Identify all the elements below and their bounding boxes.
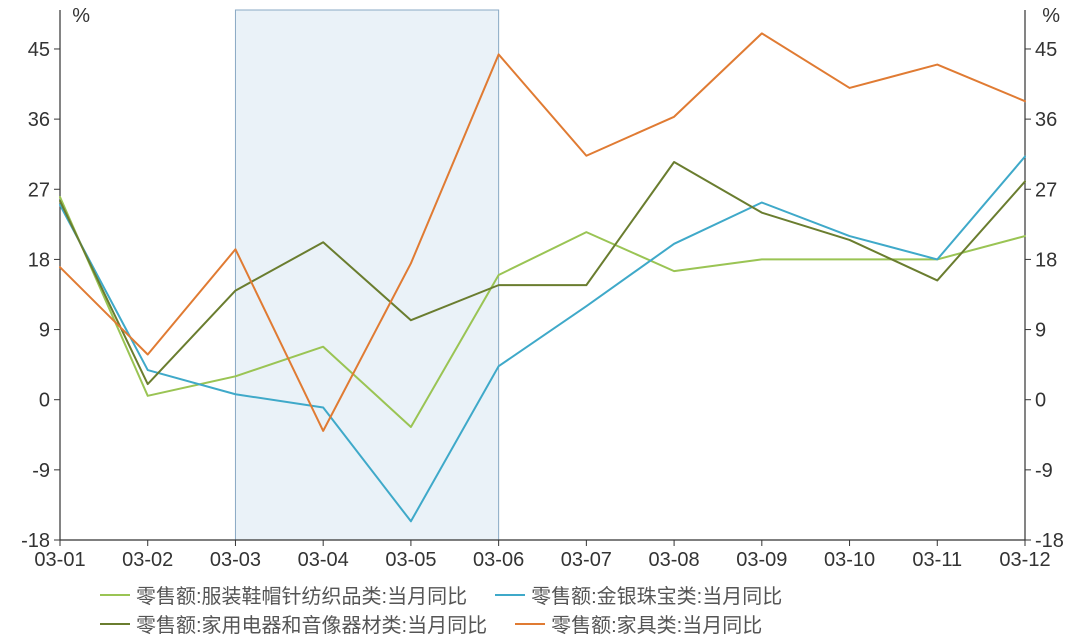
line-chart: -18-18-9-900991818272736364545%%03-0103-… bbox=[0, 0, 1080, 643]
y-tick-label-right: 45 bbox=[1035, 39, 1057, 61]
legend-label: 零售额:服装鞋帽针纺织品类:当月同比 bbox=[136, 580, 467, 609]
y-tick-label: 18 bbox=[28, 249, 50, 271]
x-tick-label: 03-06 bbox=[473, 549, 524, 571]
y-tick-label: 9 bbox=[39, 320, 50, 342]
x-tick-label: 03-01 bbox=[34, 549, 85, 571]
legend-label: 零售额:金银珠宝类:当月同比 bbox=[531, 580, 782, 609]
y-tick-label: 45 bbox=[28, 39, 50, 61]
y-tick-label-right: 18 bbox=[1035, 249, 1057, 271]
legend-item-apparel: 零售额:服装鞋帽针纺织品类:当月同比 bbox=[100, 580, 467, 609]
x-tick-label: 03-02 bbox=[122, 549, 173, 571]
x-tick-label: 03-07 bbox=[561, 549, 612, 571]
x-tick-label: 03-04 bbox=[298, 549, 349, 571]
legend-swatch bbox=[515, 623, 545, 625]
highlight-band bbox=[235, 10, 498, 540]
y-tick-label: 27 bbox=[28, 179, 50, 201]
legend-item-furniture: 零售额:家具类:当月同比 bbox=[515, 609, 762, 638]
legend-swatch bbox=[495, 594, 525, 596]
y-tick-label: -9 bbox=[32, 460, 50, 482]
x-tick-label: 03-12 bbox=[999, 549, 1050, 571]
chart-container: -18-18-9-900991818272736364545%%03-0103-… bbox=[0, 0, 1080, 643]
x-tick-label: 03-03 bbox=[210, 549, 261, 571]
legend-item-jewelry: 零售额:金银珠宝类:当月同比 bbox=[495, 580, 782, 609]
y-tick-label-right: 0 bbox=[1035, 390, 1046, 412]
legend-label: 零售额:家用电器和音像器材类:当月同比 bbox=[136, 609, 487, 638]
x-tick-label: 03-09 bbox=[736, 549, 787, 571]
legend-label: 零售额:家具类:当月同比 bbox=[551, 609, 762, 638]
legend-item-appliances: 零售额:家用电器和音像器材类:当月同比 bbox=[100, 609, 487, 638]
y-tick-label-right: 36 bbox=[1035, 109, 1057, 131]
legend-swatch bbox=[100, 623, 130, 625]
y-tick-label: 36 bbox=[28, 109, 50, 131]
y-tick-label-right: 9 bbox=[1035, 320, 1046, 342]
y-unit-left: % bbox=[72, 5, 90, 27]
chart-legend: 零售额:服装鞋帽针纺织品类:当月同比 零售额:金银珠宝类:当月同比零售额:家用电器… bbox=[0, 580, 1080, 638]
y-unit-right: % bbox=[1042, 5, 1060, 27]
y-tick-label: 0 bbox=[39, 390, 50, 412]
x-tick-label: 03-05 bbox=[385, 549, 436, 571]
x-tick-label: 03-08 bbox=[649, 549, 700, 571]
x-tick-label: 03-10 bbox=[824, 549, 875, 571]
x-tick-label: 03-11 bbox=[912, 549, 962, 571]
y-tick-label-right: -9 bbox=[1035, 460, 1053, 482]
legend-swatch bbox=[100, 594, 130, 596]
y-tick-label-right: 27 bbox=[1035, 179, 1057, 201]
